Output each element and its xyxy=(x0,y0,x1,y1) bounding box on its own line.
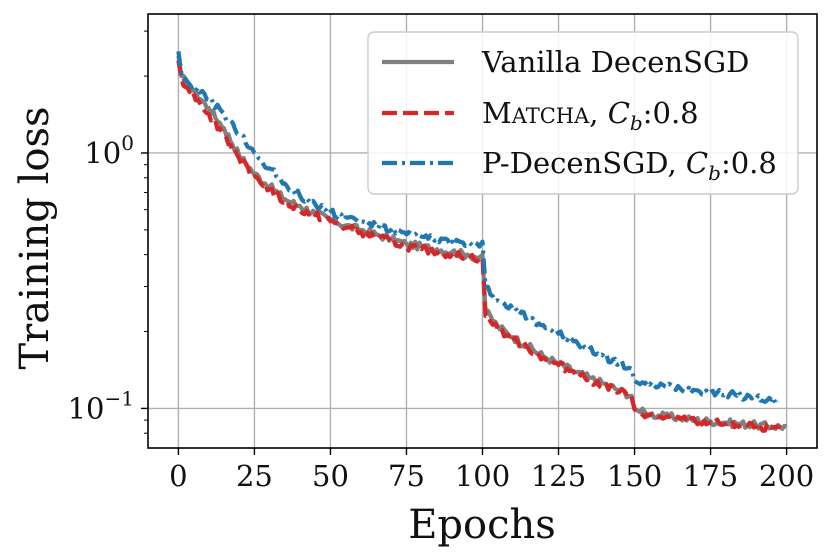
legend-matcha-sub: b xyxy=(630,111,643,135)
x-axis-title: Epochs xyxy=(408,502,556,548)
series-layer xyxy=(176,51,788,433)
x-tick-label: 0 xyxy=(169,459,187,493)
y-axis-title: Training loss xyxy=(12,106,58,369)
legend: Vanilla DecenSGD MATCHA, Cb:0.8 P-DecenS… xyxy=(367,31,799,195)
legend-label-vanilla: Vanilla DecenSGD xyxy=(481,45,749,79)
x-tick-label: 50 xyxy=(312,459,349,493)
legend-matcha-c: C xyxy=(608,96,630,130)
legend-matcha-m: M xyxy=(482,96,512,130)
y-tick-label: 10−1 xyxy=(68,386,134,425)
legend-matcha-sep: , xyxy=(589,96,607,130)
legend-matcha-val: :0.8 xyxy=(643,96,699,130)
y-tick-label: 100 xyxy=(84,131,134,170)
x-tick-label: 125 xyxy=(531,459,586,493)
legend-pdecensgd-sep: , xyxy=(667,146,685,180)
tick-layer: 0 25 50 75 100 125 150 175 200 100 10−1 xyxy=(68,30,814,493)
x-tick-label: 75 xyxy=(388,459,425,493)
legend-pdecensgd-m: P-DecenSGD xyxy=(482,146,667,180)
legend-label-pdecensgd: P-DecenSGD, Cb:0.8 xyxy=(482,146,777,185)
x-tick-label: 200 xyxy=(759,459,814,493)
legend-pdecensgd-sub: b xyxy=(708,161,721,185)
legend-box xyxy=(367,31,799,195)
series-line-pdecensgd xyxy=(176,51,780,407)
legend-label-matcha: MATCHA, Cb:0.8 xyxy=(482,96,699,135)
legend-pdecensgd-c: C xyxy=(686,146,708,180)
legend-matcha-smallcaps: ATCHA xyxy=(511,104,590,128)
legend-pdecensgd-val: :0.8 xyxy=(721,146,777,180)
x-tick-label: 25 xyxy=(236,459,273,493)
x-tick-label: 100 xyxy=(455,459,510,493)
series-line-matcha xyxy=(176,60,782,433)
x-tick-label: 175 xyxy=(683,459,738,493)
x-tick-label: 150 xyxy=(607,459,662,493)
